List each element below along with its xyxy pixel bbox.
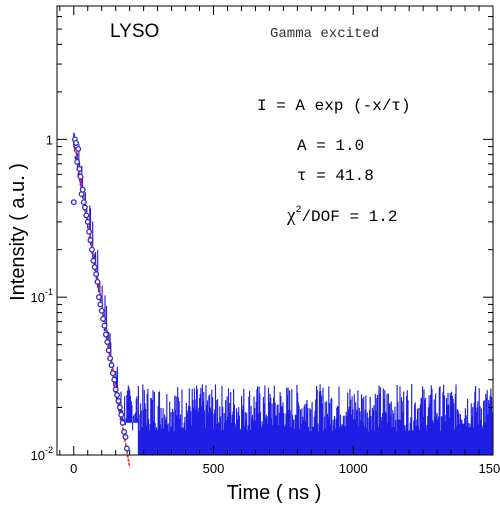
data-point <box>114 392 121 398</box>
x-tick-label: 500 <box>203 461 225 476</box>
data-point <box>86 228 93 235</box>
fit-formula-annotation: I = A exp (-x/τ) <box>257 97 411 115</box>
data-point <box>118 411 125 418</box>
data-point <box>102 331 109 338</box>
y-tick-label: 10-2 <box>31 445 53 463</box>
data-point <box>112 386 119 393</box>
data-point <box>93 271 100 278</box>
data-point <box>90 257 97 264</box>
data-point <box>74 158 81 165</box>
data-point <box>107 355 114 362</box>
points-layer <box>70 136 130 452</box>
data-point <box>94 278 101 285</box>
histogram-layer <box>73 132 493 455</box>
data-point <box>121 428 128 435</box>
x-tick-label: 1500 <box>479 461 500 476</box>
chi-symbol: χ <box>286 205 296 226</box>
x-tick-label: 1000 <box>339 461 368 476</box>
data-point <box>73 139 79 146</box>
data-point <box>116 404 123 411</box>
data-point <box>83 212 90 219</box>
chi-rest: /DOF = 1.2 <box>301 208 397 226</box>
fit-chi2-annotation: χ2/DOF = 1.2 <box>286 205 397 226</box>
chart-title: LYSO <box>110 21 159 42</box>
chi-exponent: 2 <box>295 205 301 216</box>
data-point <box>101 322 108 329</box>
data-point <box>108 362 115 369</box>
data-point <box>75 145 82 152</box>
y-axis-label: Intensity ( a.u. ) <box>7 163 29 301</box>
data-point <box>119 419 126 426</box>
data-point <box>104 339 111 345</box>
fit-a-annotation: A = 1.0 <box>297 137 364 155</box>
data-point <box>91 264 98 271</box>
x-tick-label: 0 <box>70 461 77 476</box>
data-point <box>70 199 77 206</box>
data-point <box>79 186 86 193</box>
fit-tau-annotation: τ = 41.8 <box>297 167 374 185</box>
data-point <box>95 294 102 301</box>
data-point <box>111 376 118 383</box>
ticks-layer: 0 500 1000 1500 1 10-1 10-2 <box>31 5 500 476</box>
data-point <box>77 173 84 180</box>
data-point <box>76 165 83 172</box>
data-point <box>87 237 94 244</box>
x-axis-label: Time ( ns ) <box>227 482 322 504</box>
y-tick-label: 1 <box>46 132 53 147</box>
data-point <box>123 445 130 452</box>
data-point <box>81 204 88 211</box>
data-point <box>98 307 105 314</box>
data-point <box>88 246 95 253</box>
plot-frame <box>56 5 494 456</box>
y-tick-label: 10-1 <box>31 287 53 305</box>
data-point <box>105 347 112 354</box>
data-point <box>80 199 87 206</box>
data-point <box>84 218 91 225</box>
data-point <box>115 398 122 404</box>
chart-subtitle: Gamma excited <box>270 26 379 42</box>
data-point <box>122 434 129 440</box>
data-point <box>100 315 107 322</box>
data-point <box>109 370 116 377</box>
data-point <box>97 301 104 308</box>
